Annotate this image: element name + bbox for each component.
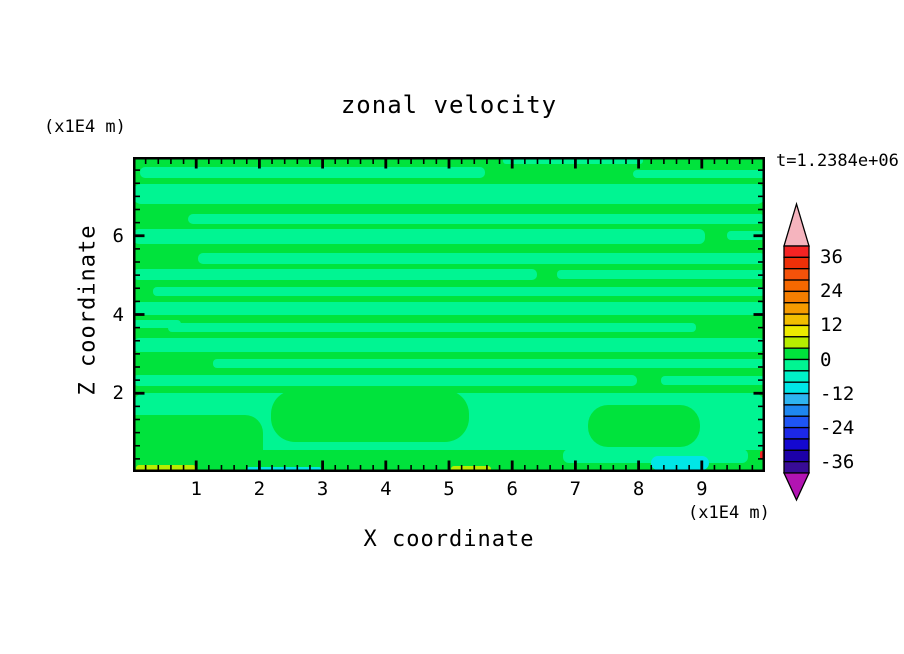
x-tick-label: 3 bbox=[316, 478, 329, 500]
colorbar-tick-label: -36 bbox=[820, 450, 855, 473]
x-tick-label: 4 bbox=[380, 478, 392, 500]
colorbar-tick-label: 0 bbox=[820, 348, 832, 371]
x-tick-label: 7 bbox=[569, 478, 582, 500]
colorbar-tick-label: -24 bbox=[820, 416, 855, 439]
x-axis-unit-label: (x1E4 m) bbox=[688, 503, 770, 523]
z-axis-unit-label: (x1E4 m) bbox=[44, 117, 126, 137]
z-tick-label: 2 bbox=[112, 382, 124, 405]
z-tick-label: 6 bbox=[112, 224, 124, 247]
x-axis-title: X coordinate bbox=[363, 527, 535, 552]
colorbar-tick-label: 36 bbox=[820, 246, 843, 269]
plot-title: zonal velocity bbox=[340, 91, 558, 119]
x-tick-label: 6 bbox=[506, 478, 518, 500]
x-tick-label: 8 bbox=[632, 478, 645, 500]
x-tick-label: 1 bbox=[190, 478, 202, 500]
colorbar-tick-label: 24 bbox=[820, 280, 843, 303]
x-tick-label: 2 bbox=[253, 478, 266, 500]
colorbar bbox=[782, 201, 811, 502]
contour-plot bbox=[133, 157, 765, 472]
z-tick-label: 4 bbox=[112, 303, 124, 326]
time-annotation: t=1.2384e+06 bbox=[776, 151, 899, 171]
x-tick-label: 5 bbox=[443, 478, 455, 500]
colorbar-tick-label: -12 bbox=[820, 382, 855, 405]
x-tick-label: 9 bbox=[696, 478, 708, 500]
colorbar-tick-label: 12 bbox=[820, 314, 843, 337]
